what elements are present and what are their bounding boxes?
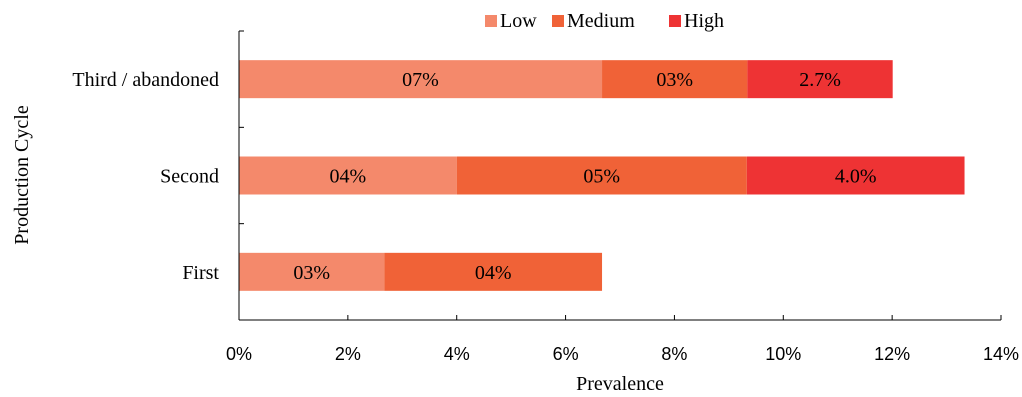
bar-segment-low <box>239 156 457 195</box>
bar-segment-high <box>746 156 965 195</box>
y-tick-label: Third / abandoned <box>72 69 219 91</box>
legend-label: Medium <box>567 10 635 32</box>
x-tick-label: 0% <box>226 344 252 364</box>
data-label: 4.0% <box>835 166 877 188</box>
bar-segment-medium <box>384 252 603 291</box>
legend-swatch-medium <box>552 15 564 27</box>
legend: Low Medium High <box>485 10 724 32</box>
bar-segment-medium <box>456 156 747 195</box>
x-tick-label: 6% <box>553 344 579 364</box>
legend-label: High <box>684 10 724 32</box>
data-label: 2.7% <box>799 69 841 91</box>
data-label: 04% <box>330 166 367 188</box>
y-tick-label: Second <box>160 166 219 188</box>
bar-segment-high <box>747 60 893 99</box>
data-label: 04% <box>475 262 512 284</box>
legend-label: Low <box>500 10 537 32</box>
y-axis-title: Production Cycle <box>11 105 33 245</box>
x-tick-label: 8% <box>661 344 687 364</box>
data-label: 03% <box>293 262 330 284</box>
legend-swatch-high <box>669 15 681 27</box>
legend-swatch-low <box>485 15 497 27</box>
y-tick-label: First <box>182 262 219 284</box>
bar-segment-low <box>239 60 603 99</box>
x-tick-label: 12% <box>874 344 910 364</box>
data-label: 05% <box>583 166 620 188</box>
x-tick-label: 10% <box>765 344 801 364</box>
x-tick-label: 2% <box>335 344 361 364</box>
data-label: 03% <box>656 69 693 91</box>
bar-segment-low <box>239 252 385 291</box>
x-tick-label: 4% <box>444 344 470 364</box>
x-tick-label: 14% <box>983 344 1019 364</box>
bar-segment-medium <box>602 60 748 99</box>
ticks: First Second Third / abandoned 0% 2% 4% 6% 8% 10… <box>72 30 1019 364</box>
axes <box>238 31 1001 321</box>
data-label: 07% <box>402 69 439 91</box>
bars: 03% 04% 04% 05% 4.0% 07% 03% 2.7% <box>239 60 965 291</box>
x-axis-title: Prevalence <box>576 373 664 395</box>
